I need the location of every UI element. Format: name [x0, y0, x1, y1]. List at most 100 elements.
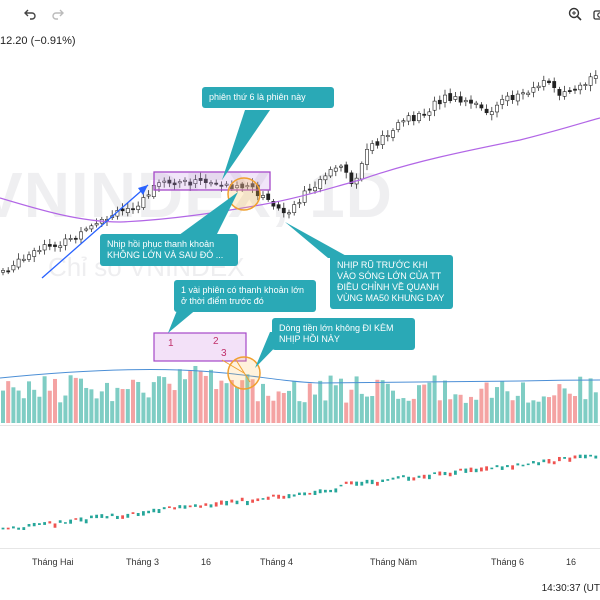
- candle-body: [396, 122, 401, 130]
- lower-pane-candle: [584, 454, 587, 459]
- lower-pane-candle: [459, 468, 462, 471]
- pane-divider[interactable]: [0, 425, 600, 426]
- volume-bar: [474, 399, 479, 423]
- volume-bar: [32, 389, 37, 423]
- lower-pane-candle: [500, 466, 504, 470]
- lower-pane-candle: [277, 494, 280, 499]
- lower-pane-candle: [194, 504, 197, 507]
- lower-pane-candle: [209, 504, 213, 508]
- volume-bar: [27, 381, 31, 423]
- lower-pane-candle: [225, 500, 228, 506]
- callout-dip[interactable]: NHỊP RŨ TRƯỚC KHI VÀO SÓNG LỚN CỦA TT ĐI…: [330, 255, 453, 309]
- camera-icon[interactable]: [590, 4, 600, 24]
- volume-bar: [188, 370, 193, 423]
- volume-bar: [505, 391, 510, 423]
- candle-body: [318, 179, 323, 189]
- lower-pane-candle: [532, 461, 535, 464]
- candle-body: [562, 91, 567, 97]
- volume-bar: [99, 391, 104, 423]
- candle-body: [344, 164, 349, 173]
- lower-pane-candle: [370, 479, 374, 485]
- callout-recovery[interactable]: Nhịp hồi phục thanh khoản KHÔNG LỚN VÀ S…: [100, 234, 238, 266]
- x-axis-label-mar16: 16: [201, 557, 212, 567]
- candle-body: [479, 104, 484, 109]
- lower-pane-candle: [547, 459, 551, 464]
- lower-pane-candle: [422, 474, 426, 479]
- volume-bar: [500, 381, 505, 423]
- candle-body: [16, 258, 21, 268]
- volume-bar: [453, 394, 458, 423]
- candle-body: [58, 245, 63, 248]
- lower-pane-candle: [344, 481, 348, 484]
- lower-pane-candle: [480, 467, 483, 472]
- volume-bar: [172, 390, 177, 423]
- volume-bar: [484, 382, 489, 423]
- volume-bar: [344, 402, 349, 423]
- lower-pane-candle: [230, 499, 234, 503]
- candle-body: [427, 111, 432, 116]
- volume-bar: [162, 377, 167, 423]
- callout-pointer-liquidity: [168, 308, 198, 333]
- volume-bar: [68, 375, 73, 423]
- volume-bar: [250, 379, 255, 423]
- candle-body: [136, 205, 141, 210]
- candle-body: [120, 208, 125, 212]
- zoom-reset-icon[interactable]: [565, 4, 585, 24]
- lower-pane-candle: [578, 454, 582, 459]
- axis-divider: [0, 548, 600, 549]
- candle-body: [162, 180, 167, 183]
- volume-bar: [406, 400, 411, 423]
- undo-icon[interactable]: [20, 4, 40, 24]
- volume-bar: [21, 398, 26, 423]
- candle-body: [578, 84, 583, 91]
- lower-pane-candle: [266, 496, 270, 500]
- volume-bar: [339, 378, 343, 423]
- lower-pane-candle: [64, 522, 67, 524]
- candle-body: [339, 165, 343, 168]
- lower-pane-candle: [22, 527, 26, 531]
- volume-bar: [380, 380, 385, 423]
- callout-liquidity[interactable]: 1 vài phiên có thanh khoản lớn ở thời đi…: [174, 280, 316, 312]
- volume-bar: [203, 375, 208, 423]
- lower-pane-candle: [17, 527, 20, 530]
- candle-body: [505, 95, 510, 102]
- volume-bar: [417, 385, 421, 423]
- candle-body: [552, 81, 557, 88]
- volume-bar: [573, 396, 577, 423]
- box-number-1: 1: [168, 338, 174, 349]
- x-axis-label-jun: Tháng 6: [491, 557, 525, 567]
- candle-body: [261, 195, 265, 198]
- volume-bar: [146, 397, 151, 423]
- candle-body: [391, 130, 395, 138]
- volume-bar: [515, 395, 520, 423]
- candle-body: [198, 178, 203, 181]
- lower-pane-candle: [27, 524, 31, 527]
- lower-pane-candle: [12, 526, 15, 529]
- volume-bar: [276, 391, 281, 423]
- candle-body: [547, 80, 551, 84]
- volume-bar: [73, 377, 78, 423]
- candle-body: [245, 185, 250, 188]
- candle-body: [489, 111, 494, 115]
- candle-body: [203, 178, 208, 183]
- volume-bar: [385, 383, 390, 423]
- candle-body: [448, 93, 453, 101]
- volume-bar: [115, 387, 120, 423]
- candle-body: [406, 115, 411, 122]
- volume-bar: [255, 401, 260, 423]
- callout-money-flow[interactable]: Dòng tiền lớn không ĐI KÈM NHỊP HỒI NÀY: [272, 318, 415, 350]
- lower-pane-candle: [282, 495, 286, 499]
- lower-pane-candle: [376, 481, 379, 486]
- lower-pane-candle: [355, 481, 358, 486]
- volume-bar: [235, 386, 239, 423]
- redo-icon[interactable]: [48, 4, 68, 24]
- candle-body: [240, 183, 245, 189]
- callout-session-six[interactable]: phiên thứ 6 là phiên này: [202, 87, 334, 108]
- lower-pane-candle: [542, 459, 546, 463]
- lower-pane-candle: [261, 498, 265, 500]
- candle-body: [422, 113, 427, 116]
- candle-body: [188, 181, 193, 186]
- lower-pane-candle: [204, 503, 208, 506]
- candle-body: [588, 76, 593, 86]
